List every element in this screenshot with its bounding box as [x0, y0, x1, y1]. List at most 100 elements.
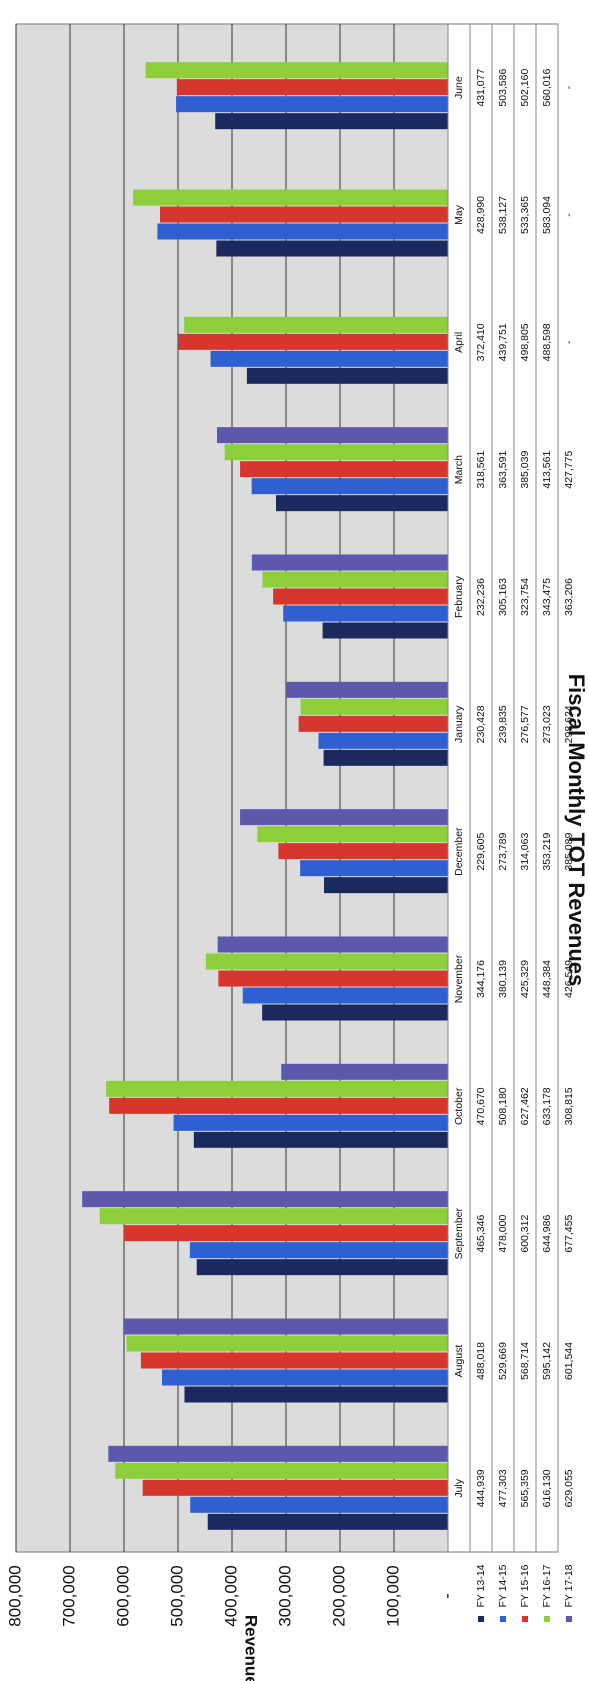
data-label: 448,384	[541, 960, 553, 998]
bar	[246, 367, 448, 384]
bar	[240, 809, 448, 826]
legend-label: FY 13-14	[475, 1564, 487, 1607]
bar	[300, 698, 448, 715]
category-label: August	[453, 1345, 465, 1378]
tick-label: 400,000	[221, 1565, 240, 1626]
bar	[251, 554, 448, 571]
value-axis: - 100,000 200,000 300,000 400,000 500,000 600,…	[5, 1565, 456, 1626]
bars	[82, 62, 449, 1530]
data-label: 529,669	[497, 1342, 509, 1380]
bar	[210, 350, 448, 367]
bar	[190, 1496, 448, 1513]
bar	[133, 189, 448, 206]
table-frame	[447, 23, 559, 1553]
legend-swatch	[500, 1616, 506, 1622]
data-label: 276,577	[519, 705, 531, 743]
bar	[318, 732, 448, 749]
data-label: 363,206	[563, 578, 575, 616]
category-label: March	[453, 455, 465, 484]
bar	[278, 843, 448, 860]
data-label: 385,089	[563, 833, 575, 871]
data-label: 444,939	[475, 1469, 487, 1507]
bar	[262, 571, 448, 588]
category-label: April	[453, 332, 465, 353]
data-label: 239,835	[497, 705, 509, 743]
data-label: 633,178	[541, 1087, 553, 1125]
data-label: 488,598	[541, 323, 553, 361]
data-label: 372,410	[475, 323, 487, 361]
bar	[281, 1063, 448, 1080]
bar	[196, 1259, 448, 1276]
tick-label: 100,000	[383, 1565, 402, 1626]
data-label: 627,462	[519, 1087, 531, 1125]
category-label: January	[453, 705, 465, 743]
category-label: June	[453, 76, 465, 99]
data-label: 343,475	[541, 578, 553, 616]
bar	[123, 1225, 449, 1242]
data-label: 600,312	[519, 1215, 531, 1253]
tick-label: 800,000	[5, 1565, 24, 1626]
bar	[173, 1114, 448, 1131]
data-label: 305,163	[497, 578, 509, 616]
data-label: 363,591	[497, 451, 509, 489]
legend-swatch	[522, 1616, 528, 1622]
bar	[273, 588, 448, 605]
bar	[262, 1004, 448, 1021]
category-label: February	[453, 575, 465, 618]
data-label: 232,236	[475, 578, 487, 616]
data-label: 502,160	[519, 69, 531, 107]
legend-swatch	[478, 1616, 484, 1622]
data-label: 413,561	[541, 451, 553, 489]
bar	[159, 206, 448, 223]
data-label: 568,714	[519, 1342, 531, 1380]
bar	[217, 427, 448, 444]
data-label: 629,055	[563, 1469, 575, 1507]
legend-label: FY 15-16	[519, 1564, 531, 1607]
tick-label: 200,000	[329, 1565, 348, 1626]
bar	[123, 1318, 449, 1335]
bar	[109, 1097, 448, 1114]
data-label: -	[563, 213, 575, 217]
bar	[176, 96, 449, 113]
bar	[106, 1080, 449, 1097]
data-label: 508,180	[497, 1087, 509, 1125]
data-label: 318,561	[475, 451, 487, 489]
bar	[140, 1352, 448, 1369]
bar	[207, 1513, 448, 1530]
category-label: September	[453, 1207, 465, 1259]
data-label: 431,077	[475, 69, 487, 107]
bar	[242, 987, 448, 1004]
data-label: 488,018	[475, 1342, 487, 1380]
data-label: 677,455	[563, 1215, 575, 1253]
bar	[286, 681, 448, 698]
bar	[99, 1208, 449, 1225]
category-label: July	[453, 1478, 465, 1497]
legend-label: FY 16-17	[541, 1564, 553, 1607]
bar	[108, 1445, 448, 1462]
data-label: 273,789	[497, 833, 509, 871]
bar	[178, 333, 448, 350]
data-label: 308,815	[563, 1087, 575, 1125]
data-label: 565,359	[519, 1469, 531, 1507]
data-label: 533,365	[519, 196, 531, 234]
tick-label: 700,000	[59, 1565, 78, 1626]
bar	[257, 826, 448, 843]
bar	[205, 953, 448, 970]
bar	[298, 715, 448, 732]
data-table: July August September October November Decemb…	[447, 23, 575, 1622]
data-label: 426,549	[563, 960, 575, 998]
data-label: 470,670	[475, 1087, 487, 1125]
bar	[176, 79, 448, 96]
legend-swatch	[544, 1616, 550, 1622]
bar	[189, 1242, 448, 1259]
data-label: 314,063	[519, 833, 531, 871]
bar	[217, 936, 448, 953]
bar	[251, 478, 448, 495]
data-label: 595,142	[541, 1342, 553, 1380]
data-label: 498,805	[519, 323, 531, 361]
bar	[216, 240, 448, 257]
bar	[115, 1462, 449, 1479]
data-label: 323,754	[519, 578, 531, 616]
bar	[145, 62, 448, 79]
bar	[215, 113, 448, 130]
